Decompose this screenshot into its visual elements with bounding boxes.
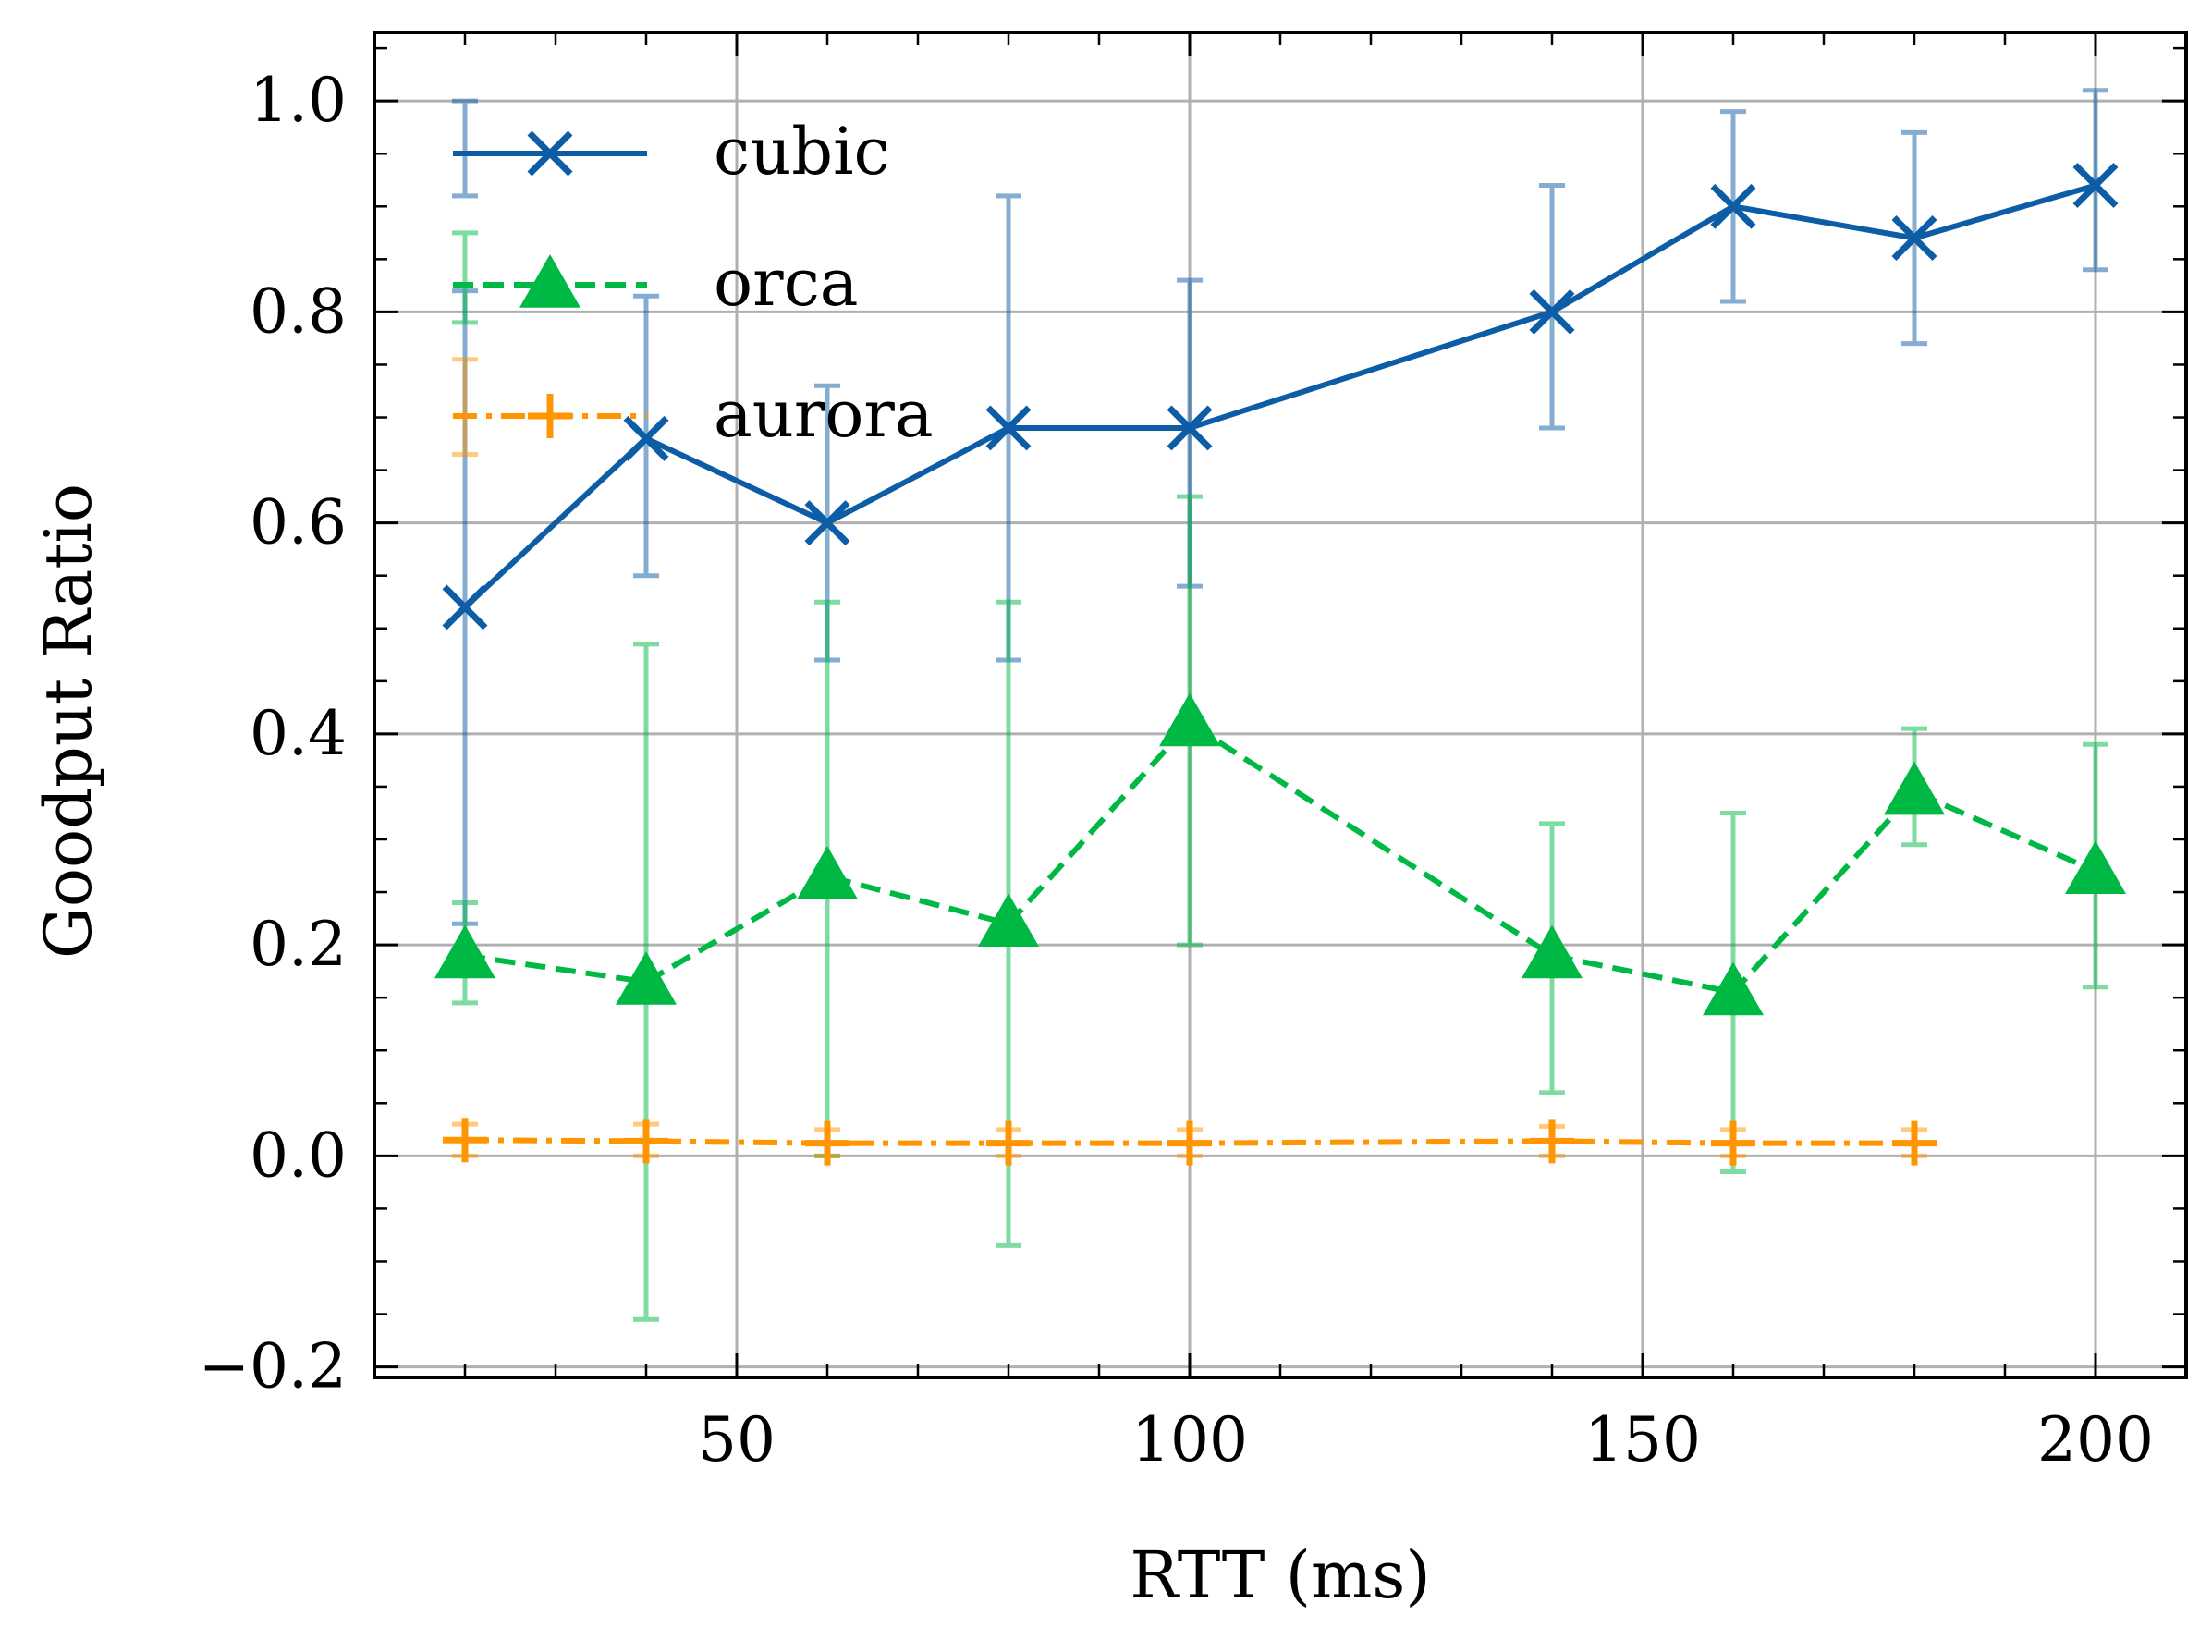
legend-label-aurora: aurora [714,376,934,452]
orca-marker [797,845,858,899]
cubic-errorbar [1539,182,1565,431]
tick-labels: 50 100 150 200 −0.2 0.0 0.2 0.4 0.6 0.8 1.0 [199,65,2154,1475]
legend: cubic orca aurora [453,114,934,452]
aurora-marker [1530,1119,1574,1164]
orca-marker [616,951,677,1005]
cubic-marker [623,415,669,461]
y-tick-label: 0.6 [250,487,347,558]
cubic-marker [2072,162,2119,208]
orca-marker [434,924,495,979]
aurora-line [464,1137,1914,1146]
aurora-marker [986,1120,1031,1166]
orca-line [464,720,2097,996]
aurora-extra-errorbar [452,357,478,457]
x-axis-label: RTT (ms) [1130,1537,1430,1613]
series-line-cubic [442,162,2119,630]
legend-label-cubic: cubic [714,114,890,190]
y-tick-label: 1.0 [250,65,347,136]
aurora-marker [1892,1120,1937,1166]
orca-marker [2065,840,2126,894]
cubic-errorbar [2083,88,2108,273]
aurora-marker [624,1119,668,1164]
series-line-orca [434,692,2126,1016]
orca-marker [1884,761,1945,815]
x-tick-label: 100 [1131,1404,1248,1475]
orca-marker [1159,692,1220,747]
cubic-marker [1710,183,1756,229]
cubic-marker [804,500,850,546]
x-tick-label: 50 [698,1404,776,1475]
x-tick-label: 150 [1584,1404,1701,1475]
legend-marker-orca [519,254,580,308]
legend-label-orca: orca [714,245,859,321]
cubic-marker [1529,288,1575,335]
legend-entry-aurora: aurora [453,376,934,452]
cubic-marker [1891,215,1937,262]
series-layer [434,88,2126,1322]
aurora-marker [805,1120,849,1166]
legend-marker-aurora [528,394,572,438]
aurora-marker [1711,1120,1755,1166]
y-axis-label: Goodput Ratio [31,483,106,959]
legend-entry-orca: orca [453,245,859,321]
orca-marker [978,893,1039,948]
ticks [374,32,2188,1377]
y-tick-label: 0.4 [250,698,347,769]
cubic-marker [985,405,1032,451]
legend-marker-cubic [527,130,573,177]
x-tick-label: 200 [2037,1404,2154,1475]
aurora-marker [1167,1120,1212,1166]
extra-errorbars [452,98,478,457]
orca-marker [1703,961,1764,1016]
series-line-aurora [443,1118,1937,1166]
y-tick-label: 0.8 [250,275,347,347]
y-tick-label: 0.0 [250,1120,347,1191]
y-tick-label: 0.2 [250,909,347,980]
orca-marker [1522,924,1583,979]
aurora-marker [443,1118,487,1163]
y-tick-label: −0.2 [199,1331,347,1402]
legend-entry-cubic: cubic [453,114,890,190]
cubic-extra-errorbar [452,98,478,199]
orca-extra-errorbar [452,230,478,325]
cubic-marker [1167,405,1213,451]
cubic-marker [442,584,488,630]
